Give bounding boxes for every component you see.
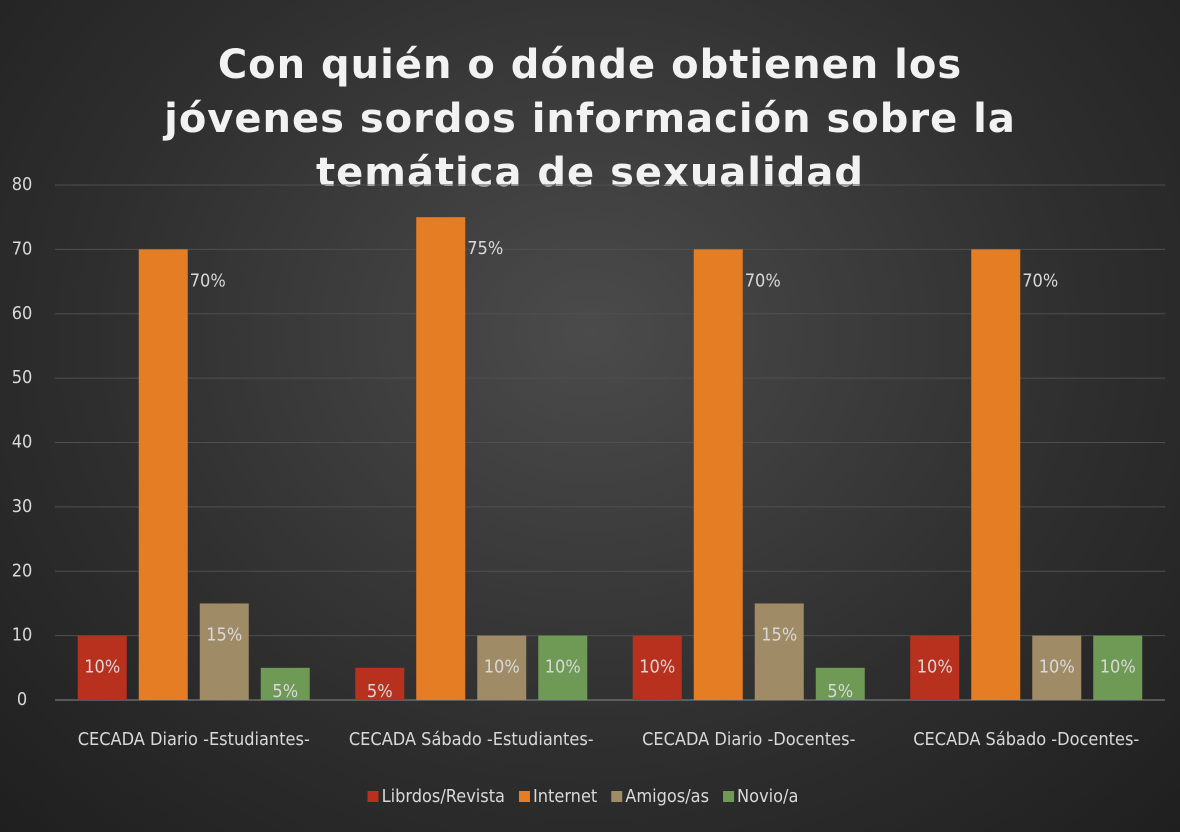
legend-swatch [611, 791, 623, 802]
bar [260, 667, 310, 700]
data-label: 70% [1022, 270, 1058, 291]
data-label: 10% [1039, 657, 1075, 678]
legend-label: Internet [533, 786, 597, 807]
bar [138, 249, 188, 700]
bar [199, 603, 249, 700]
data-label: 10% [545, 657, 581, 678]
y-tick-label: 30 [12, 496, 33, 517]
bar [77, 635, 127, 700]
data-label: 70% [745, 270, 781, 291]
data-label: 10% [917, 657, 953, 678]
legend-label: Amigos/as [625, 786, 709, 807]
data-label: 15% [761, 624, 797, 645]
data-label: 15% [206, 624, 242, 645]
bar [971, 249, 1021, 700]
y-tick-label: 80 [12, 174, 33, 195]
y-tick-label: 20 [12, 560, 33, 581]
data-label: 5% [827, 681, 853, 702]
data-label: 75% [467, 238, 503, 259]
data-label: 70% [190, 270, 226, 291]
chart-title: Con quién o dónde obtienen los jóvenes s… [164, 42, 1016, 196]
legend-swatch [518, 791, 530, 802]
legend-swatch [723, 791, 735, 802]
y-tick-label: 50 [12, 367, 33, 388]
data-label: 5% [367, 681, 393, 702]
legend-swatch [367, 791, 379, 802]
bar [754, 603, 804, 700]
data-label: 5% [272, 681, 298, 702]
y-tick-label: 40 [12, 432, 33, 453]
bar [1032, 635, 1082, 700]
legend-label: Novio/a [737, 786, 798, 807]
x-tick-label: CECADA Sábado -Docentes- [913, 729, 1139, 750]
data-label: 10% [84, 657, 120, 678]
bar [416, 217, 466, 700]
data-label: 10% [484, 657, 520, 678]
bar [815, 667, 865, 700]
y-tick-label: 70 [12, 238, 33, 259]
bar [632, 635, 682, 700]
legend-label: Librdos/Revista [382, 786, 505, 807]
y-tick-label: 0 [17, 689, 27, 710]
y-tick-label: 60 [12, 303, 33, 324]
x-tick-label: CECADA Diario -Docentes- [642, 729, 856, 750]
data-label: 10% [1100, 657, 1136, 678]
bar [538, 635, 588, 700]
bar [355, 667, 405, 700]
bar [910, 635, 960, 700]
y-tick-label: 10 [12, 625, 33, 646]
bar [1093, 635, 1143, 700]
bar [693, 249, 743, 700]
x-tick-label: CECADA Sábado -Estudiantes- [349, 729, 594, 750]
data-label: 10% [639, 657, 675, 678]
x-tick-label: CECADA Diario -Estudiantes- [78, 729, 310, 750]
bar [477, 635, 527, 700]
